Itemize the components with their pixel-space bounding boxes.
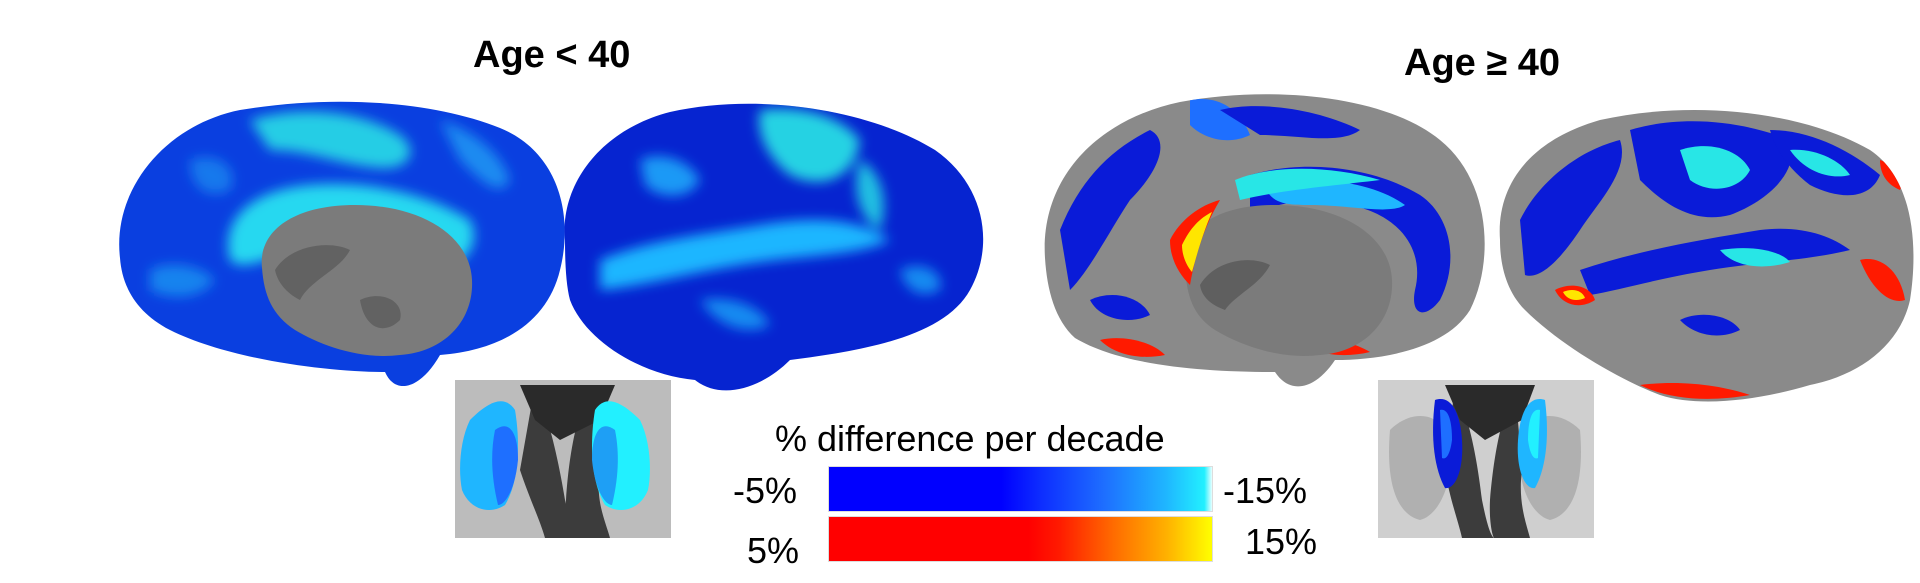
young-medial-hemisphere — [119, 101, 565, 387]
colorbar-negative-high-label: -15% — [1223, 470, 1308, 511]
old-lateral-hemisphere — [1499, 110, 1914, 402]
old-medial-hemisphere — [1044, 94, 1485, 387]
old-striatum-inset — [1378, 380, 1594, 538]
panel-title-age-40-plus: Age ≥ 40 — [1404, 42, 1561, 84]
colorbar-negative-gradient — [828, 466, 1213, 512]
colorbar-positive-low-label: 5% — [747, 530, 800, 571]
colorbar-positive-gradient — [828, 516, 1213, 562]
young-striatum-inset — [455, 380, 671, 538]
colorbar-title: % difference per decade — [775, 418, 1165, 459]
colorbar-negative-low-label: -5% — [733, 470, 798, 511]
panel-title-age-under-40: Age < 40 — [473, 34, 631, 76]
colorbar-positive-high-label: 15% — [1245, 521, 1318, 562]
young-lateral-hemisphere — [564, 103, 984, 391]
